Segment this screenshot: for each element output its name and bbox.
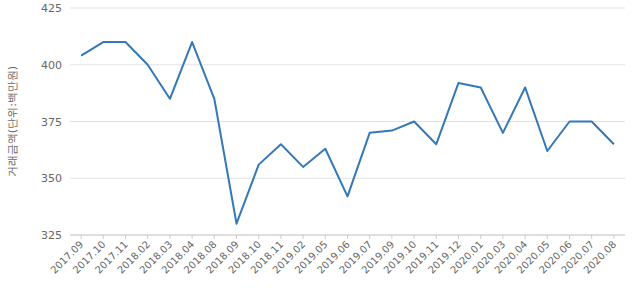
grid-line (70, 178, 625, 179)
y-tick-label: 400 (41, 59, 62, 72)
chart-svg: 3253503754004252017.092017.102017.112018… (0, 0, 640, 294)
x-tick (414, 235, 415, 239)
x-tick (103, 235, 104, 239)
x-tick (325, 235, 326, 239)
x-tick (369, 235, 370, 239)
x-tick (613, 235, 614, 239)
y-tick-label: 375 (41, 116, 62, 129)
chart-container: 3253503754004252017.092017.102017.112018… (0, 0, 640, 294)
x-tick (391, 235, 392, 239)
x-tick (258, 235, 259, 239)
x-tick (303, 235, 304, 239)
y-tick-label: 425 (41, 2, 62, 15)
x-tick (236, 235, 237, 239)
x-tick-label: 2020.08 (581, 239, 618, 276)
x-tick (280, 235, 281, 239)
y-tick-label: 325 (41, 229, 62, 242)
x-tick (547, 235, 548, 239)
x-tick (436, 235, 437, 239)
x-tick (502, 235, 503, 239)
x-tick (192, 235, 193, 239)
grid-line (70, 121, 625, 122)
x-tick (480, 235, 481, 239)
x-tick (458, 235, 459, 239)
x-tick (214, 235, 215, 239)
grid-line (70, 8, 625, 9)
data-line (81, 42, 614, 224)
y-axis-label: 거래금액(단위:백만원) (6, 66, 19, 177)
x-tick (525, 235, 526, 239)
x-tick (169, 235, 170, 239)
x-tick (347, 235, 348, 239)
x-tick (125, 235, 126, 239)
grid-line (70, 64, 625, 65)
plot-area (81, 42, 614, 224)
x-tick (569, 235, 570, 239)
x-tick (591, 235, 592, 239)
y-tick-label: 350 (41, 172, 62, 185)
x-tick (147, 235, 148, 239)
x-tick (81, 235, 82, 239)
